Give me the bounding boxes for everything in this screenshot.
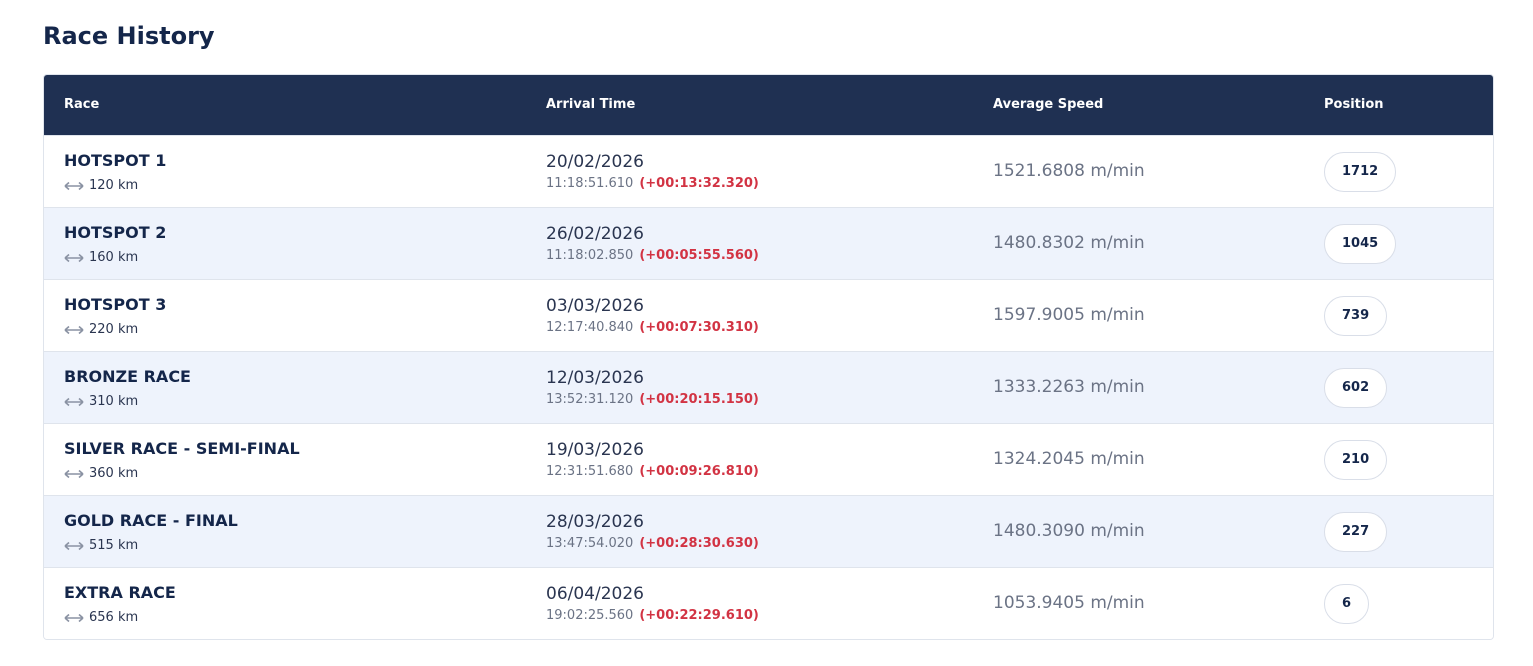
time-gap: (+00:13:32.320)	[639, 176, 759, 191]
column-header: Arrival Time	[546, 97, 636, 112]
arrival-clock: 13:47:54.020	[546, 536, 634, 551]
distance-icon	[64, 613, 84, 622]
position-badge: 1712	[1324, 152, 1397, 192]
table-row: HOTSPOT 1 120 km 20/02/2026 11:18:51.610 (+0…	[44, 135, 1493, 207]
column-header: Average Speed	[993, 97, 1104, 112]
arrival-date: 20/02/2026	[546, 152, 644, 172]
arrival-clock: 12:17:40.840	[546, 320, 634, 335]
arrival-time: 11:18:02.850 (+00:05:55.560)	[546, 248, 759, 263]
race-distance: 656 km	[64, 610, 138, 625]
distance-icon	[64, 397, 84, 406]
race-table: Race Arrival Time Average Speed Position…	[43, 74, 1494, 640]
average-speed: 1597.9005 m/min	[993, 305, 1145, 325]
time-gap: (+00:22:29.610)	[639, 608, 759, 623]
arrival-date: 26/02/2026	[546, 224, 644, 244]
arrival-time: 12:17:40.840 (+00:07:30.310)	[546, 320, 759, 335]
distance-icon	[64, 253, 84, 262]
race-distance: 160 km	[64, 250, 138, 265]
distance-text: 310 km	[89, 394, 139, 409]
position-badge: 1045	[1324, 224, 1397, 264]
time-gap: (+00:05:55.560)	[639, 248, 759, 263]
average-speed: 1480.8302 m/min	[993, 233, 1145, 253]
arrival-date: 03/03/2026	[546, 296, 644, 316]
average-speed: 1324.2045 m/min	[993, 449, 1145, 469]
race-distance: 120 km	[64, 178, 138, 193]
race-distance: 220 km	[64, 322, 138, 337]
race-distance: 515 km	[64, 538, 138, 553]
position-badge: 210	[1324, 440, 1388, 480]
race-name: HOTSPOT 2	[64, 223, 167, 242]
table-body: HOTSPOT 1 120 km 20/02/2026 11:18:51.610 (+0…	[44, 135, 1493, 639]
distance-icon	[64, 181, 84, 190]
arrival-date: 12/03/2026	[546, 368, 644, 388]
average-speed: 1521.6808 m/min	[993, 161, 1145, 181]
table-row: HOTSPOT 3 220 km 03/03/2026 12:17:40.840 (+0…	[44, 279, 1493, 351]
time-gap: (+00:20:15.150)	[639, 392, 759, 407]
arrival-time: 13:47:54.020 (+00:28:30.630)	[546, 536, 759, 551]
distance-text: 360 km	[89, 466, 139, 481]
race-distance: 360 km	[64, 466, 138, 481]
column-header: Race	[64, 97, 100, 112]
arrival-time: 12:31:51.680 (+00:09:26.810)	[546, 464, 759, 479]
arrival-clock: 13:52:31.120	[546, 392, 634, 407]
average-speed: 1480.3090 m/min	[993, 521, 1145, 541]
average-speed: 1053.9405 m/min	[993, 593, 1145, 613]
time-gap: (+00:07:30.310)	[639, 320, 759, 335]
arrival-clock: 11:18:02.850	[546, 248, 634, 263]
position-badge: 602	[1324, 368, 1388, 408]
distance-text: 515 km	[89, 538, 139, 553]
time-gap: (+00:09:26.810)	[639, 464, 759, 479]
arrival-time: 19:02:25.560 (+00:22:29.610)	[546, 608, 759, 623]
table-row: EXTRA RACE 656 km 06/04/2026 19:02:25.560 (+…	[44, 567, 1493, 639]
race-name: HOTSPOT 3	[64, 295, 167, 314]
arrival-date: 28/03/2026	[546, 512, 644, 532]
race-name: GOLD RACE - FINAL	[64, 511, 238, 530]
position-badge: 227	[1324, 512, 1388, 552]
column-header: Position	[1324, 97, 1384, 112]
average-speed: 1333.2263 m/min	[993, 377, 1145, 397]
arrival-clock: 19:02:25.560	[546, 608, 634, 623]
arrival-time: 11:18:51.610 (+00:13:32.320)	[546, 176, 759, 191]
race-distance: 310 km	[64, 394, 138, 409]
race-name: SILVER RACE - SEMI-FINAL	[64, 439, 300, 458]
race-name: BRONZE RACE	[64, 367, 191, 386]
distance-icon	[64, 469, 84, 478]
time-gap: (+00:28:30.630)	[639, 536, 759, 551]
distance-icon	[64, 325, 84, 334]
distance-icon	[64, 541, 84, 550]
table-header: Race Arrival Time Average Speed Position	[44, 75, 1493, 135]
table-row: SILVER RACE - SEMI-FINAL 360 km 19/03/2026…	[44, 423, 1493, 495]
arrival-clock: 12:31:51.680	[546, 464, 634, 479]
table-row: BRONZE RACE 310 km 12/03/2026 13:52:31.120 (…	[44, 351, 1493, 423]
distance-text: 120 km	[89, 178, 139, 193]
arrival-date: 19/03/2026	[546, 440, 644, 460]
arrival-time: 13:52:31.120 (+00:20:15.150)	[546, 392, 759, 407]
race-name: HOTSPOT 1	[64, 151, 167, 170]
position-badge: 6	[1324, 584, 1370, 624]
arrival-clock: 11:18:51.610	[546, 176, 634, 191]
arrival-date: 06/04/2026	[546, 584, 644, 604]
position-badge: 739	[1324, 296, 1388, 336]
distance-text: 160 km	[89, 250, 139, 265]
distance-text: 220 km	[89, 322, 139, 337]
race-name: EXTRA RACE	[64, 583, 176, 602]
table-row: HOTSPOT 2 160 km 26/02/2026 11:18:02.850 (+0…	[44, 207, 1493, 279]
distance-text: 656 km	[89, 610, 139, 625]
table-row: GOLD RACE - FINAL 515 km 28/03/2026 13:47:5…	[44, 495, 1493, 567]
page-title: Race History	[43, 22, 215, 50]
